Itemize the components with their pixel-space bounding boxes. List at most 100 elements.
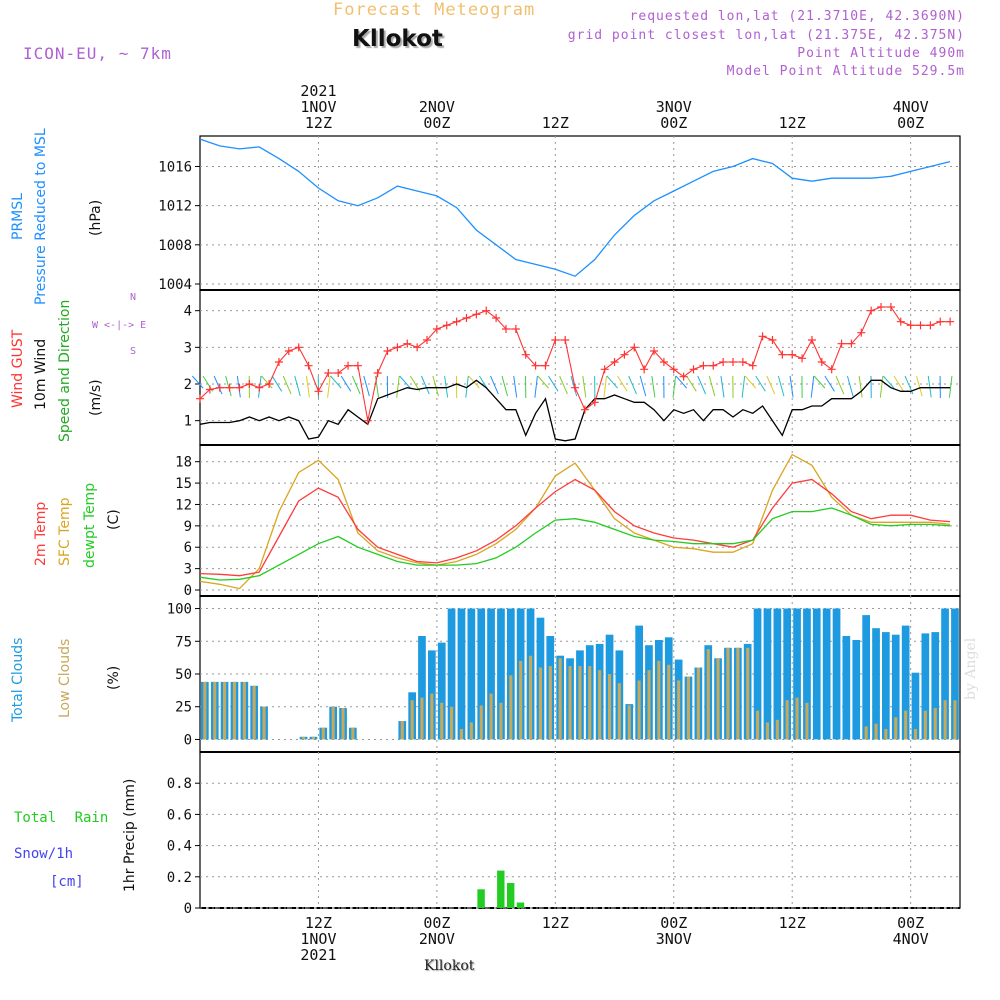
total-cloud-bar	[437, 642, 446, 740]
total-cloud-bar	[822, 608, 831, 740]
wind-direction-arrow	[744, 375, 757, 389]
y-tick-label: 2	[184, 377, 192, 393]
pressure-unit: (hPa)	[88, 199, 104, 236]
low-cloud-bar	[331, 706, 335, 740]
low-cloud-bar	[568, 666, 572, 740]
gust-marker	[600, 365, 609, 374]
low-cloud-bar	[923, 710, 927, 740]
top-time-label: 3NOV	[656, 98, 692, 116]
temp-unit: (C)	[106, 509, 122, 530]
top-time-label: 00Z	[660, 114, 687, 132]
low-cloud-bar	[746, 647, 750, 740]
total-cloud-bar	[783, 608, 791, 740]
gust-marker	[768, 336, 777, 344]
total-cloud-bar	[477, 608, 486, 740]
compass-south: S	[130, 346, 137, 357]
total-cloud-bar	[487, 608, 495, 740]
gust-marker	[314, 387, 323, 396]
dewpoint-line	[199, 507, 951, 581]
y-tick-label: 50	[175, 667, 192, 683]
wind-direction-arrow	[305, 375, 310, 398]
low-cloud-bar	[598, 670, 602, 740]
y-tick-label: 1016	[158, 159, 192, 175]
total-cloud-bar	[763, 608, 772, 740]
bottom-time-label: 1NOV	[300, 930, 336, 948]
total-cloud-bar	[447, 608, 456, 740]
wind-direction-arrow	[261, 375, 273, 389]
gust-marker	[511, 325, 520, 333]
total-cloud-bar	[457, 608, 466, 740]
top-time-label: 2021	[300, 82, 336, 100]
t2m-label: 2m Temp	[33, 501, 49, 566]
gust-marker	[294, 343, 303, 352]
low-cloud-bar	[627, 705, 631, 740]
gust-marker	[265, 380, 274, 388]
y-tick-label: 12	[175, 497, 192, 513]
low-cloud-bar	[499, 702, 503, 740]
rain-bar	[497, 870, 505, 908]
low-cloud-bar	[400, 721, 404, 740]
gust-marker	[620, 350, 629, 359]
rain-bar	[516, 902, 525, 908]
top-time-label: 1NOV	[300, 98, 336, 116]
low-cloud-bar	[904, 710, 908, 740]
wind-direction-arrow	[628, 375, 637, 395]
wind-direction-arrow	[835, 375, 845, 395]
rain-bar	[507, 883, 515, 908]
wind-direction-arrow	[741, 375, 746, 398]
gust-marker	[679, 372, 688, 381]
wind-direction-arrow	[810, 375, 815, 398]
wind-direction-arrow	[651, 375, 656, 398]
wind-direction-arrow	[363, 375, 370, 397]
total-clouds-label: Total Clouds	[10, 637, 26, 722]
gust-marker	[758, 332, 767, 341]
dewpt-label: dewpt Temp	[82, 482, 98, 568]
gust-marker	[817, 358, 826, 366]
low-cloud-bar	[213, 681, 217, 740]
gust-marker	[867, 306, 876, 315]
gust-marker	[926, 321, 935, 330]
gust-marker	[432, 325, 441, 333]
low-cloud-bar	[736, 647, 740, 740]
wind-direction-arrow	[537, 375, 549, 389]
wind-direction-arrow	[893, 375, 904, 392]
gust-marker	[738, 358, 747, 366]
low-cloud-bar	[775, 719, 779, 740]
bottom-time-label: 00Z	[897, 914, 924, 932]
wind-direction-arrow	[639, 375, 647, 397]
gust-marker	[561, 336, 570, 344]
low-cloud-bar	[321, 727, 325, 740]
total-cloud-bar	[753, 608, 762, 740]
gust-marker	[363, 416, 372, 425]
requested-coords: requested lon,lat (21.3710E, 42.3690N)	[629, 9, 965, 24]
wind-direction-arrow	[617, 375, 628, 392]
wind-label: 10m Wind	[33, 338, 49, 410]
gust-marker	[886, 303, 895, 311]
total-cloud-bar	[852, 640, 861, 740]
gust-marker	[344, 361, 353, 370]
wind-direction-arrow	[351, 375, 361, 395]
y-tick-label: 6	[184, 540, 192, 556]
wind-direction-arrow	[927, 375, 932, 398]
y-tick-label: 3	[184, 562, 192, 578]
gust-marker	[255, 383, 264, 392]
total-cloud-bar	[951, 608, 959, 740]
wind-direction-arrow	[570, 375, 578, 397]
wind-dir-label: Speed and Direction	[57, 299, 73, 442]
gust-marker	[215, 383, 224, 392]
gust-marker	[541, 361, 550, 370]
y-tick-label: 1004	[158, 277, 192, 293]
gust-marker	[847, 339, 856, 348]
gust-marker	[936, 317, 945, 326]
gust-marker	[728, 358, 737, 366]
total-cloud-bar	[931, 632, 940, 740]
total-cloud-bar	[418, 636, 426, 740]
bottom-time-label: 2021	[300, 946, 336, 964]
wind-direction-arrow	[603, 375, 607, 398]
wind-direction-arrow	[330, 375, 342, 389]
panel-frame	[199, 751, 961, 909]
pressure-line	[199, 138, 951, 277]
gust-marker	[353, 361, 362, 370]
total-cloud-bar	[901, 625, 910, 740]
gust-marker	[442, 321, 451, 330]
